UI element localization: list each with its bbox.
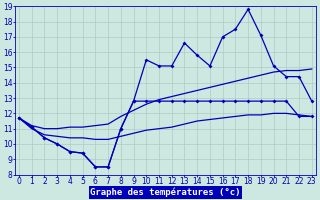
X-axis label: Graphe des températures (°c): Graphe des températures (°c) [90,188,241,197]
